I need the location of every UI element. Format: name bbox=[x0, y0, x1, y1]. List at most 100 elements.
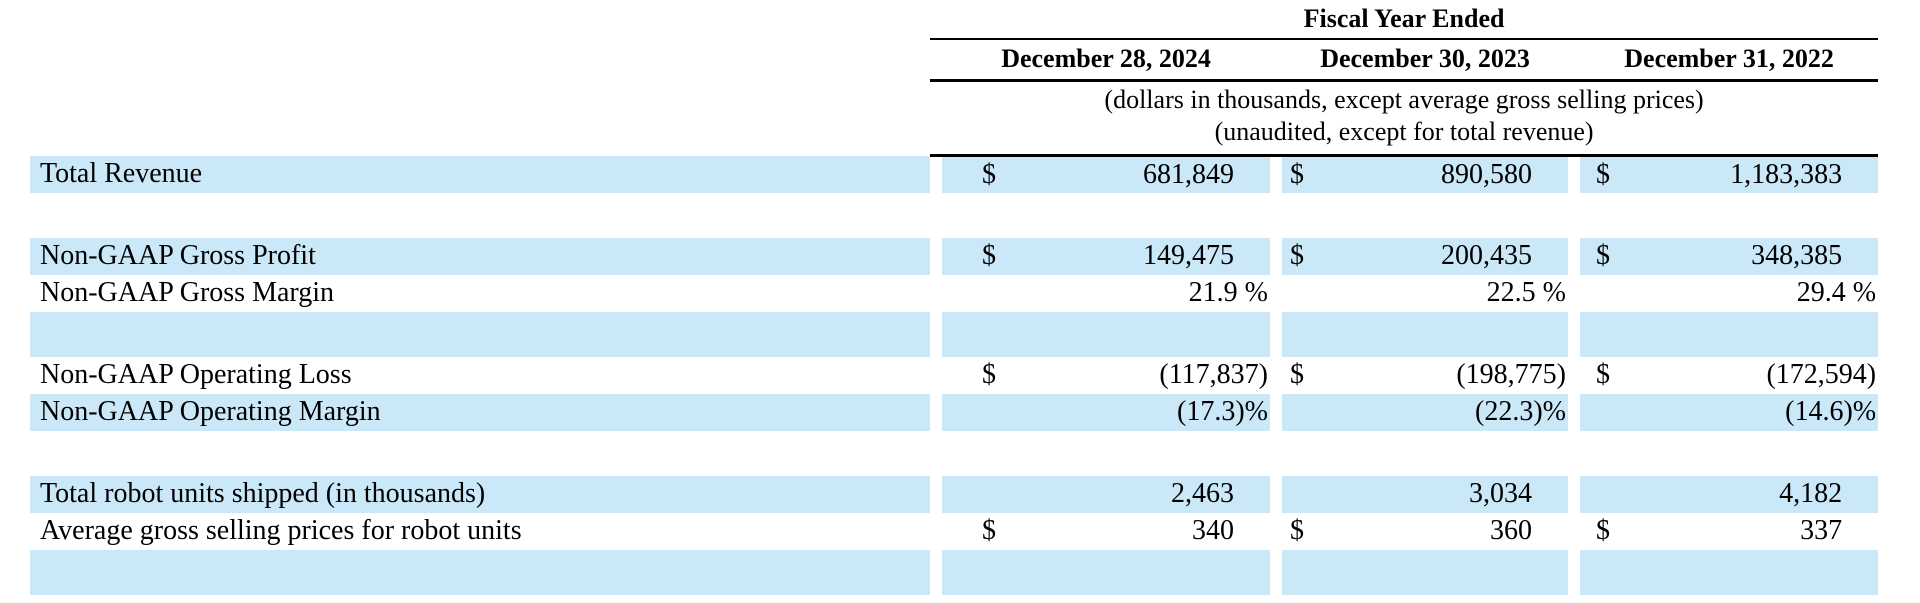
cell-value: 2,463 bbox=[1000, 475, 1270, 513]
column-gap bbox=[930, 193, 942, 238]
row-label: Non-GAAP Operating Loss bbox=[40, 359, 352, 390]
column-gap bbox=[1568, 275, 1580, 312]
cell-value: (22.3)% bbox=[1340, 393, 1568, 431]
column-header-row: December 28, 2024 December 30, 2023 Dece… bbox=[30, 39, 1879, 82]
header-spacer bbox=[30, 81, 930, 115]
dollar-sign: $ bbox=[942, 155, 1000, 193]
dollar-sign bbox=[1282, 193, 1340, 238]
cell-value: 1,183,383 bbox=[1638, 155, 1879, 193]
dollar-sign: $ bbox=[982, 359, 996, 390]
dollar-sign bbox=[942, 393, 1000, 431]
dollar-sign bbox=[942, 193, 1000, 238]
cell-value: 3,034 bbox=[1340, 475, 1568, 513]
header-spacer bbox=[30, 39, 930, 81]
dollar-sign: $ bbox=[1596, 515, 1610, 546]
column-gap bbox=[1568, 357, 1580, 394]
dollar-sign bbox=[1580, 275, 1638, 312]
dollar-sign bbox=[942, 549, 1000, 595]
column-gap bbox=[930, 475, 942, 513]
table-row: Total robot units shipped (in thousands)… bbox=[30, 475, 1879, 513]
spacer-row bbox=[30, 193, 1878, 238]
row-label: Average gross selling prices for robot u… bbox=[40, 515, 522, 546]
column-gap bbox=[930, 275, 942, 312]
cell-value: 340 bbox=[1192, 515, 1234, 546]
dollar-sign bbox=[942, 275, 1000, 312]
table-row: Non-GAAP Operating Loss $ (117,837) $ (198,7… bbox=[30, 357, 1878, 394]
row-label bbox=[30, 193, 930, 238]
cell-value: 29.4 % bbox=[1796, 277, 1877, 308]
cell-value bbox=[1340, 193, 1568, 238]
units-note: (dollars in thousands, except average gr… bbox=[1104, 85, 1704, 114]
dollar-sign bbox=[1282, 431, 1340, 476]
row-label bbox=[30, 549, 930, 595]
column-gap bbox=[1568, 155, 1580, 193]
column-gap bbox=[930, 431, 942, 476]
table-row: Non-GAAP Operating Margin (17.3)% (22.3)% (… bbox=[30, 393, 1879, 431]
cell-value bbox=[1340, 311, 1568, 357]
column-gap bbox=[1270, 311, 1282, 357]
financial-table: Fiscal Year Ended December 28, 2024 Dece… bbox=[30, 4, 1879, 595]
column-gap bbox=[1270, 237, 1282, 275]
row-label: Non-GAAP Gross Profit bbox=[30, 237, 930, 275]
column-gap bbox=[1568, 475, 1580, 513]
dollar-sign bbox=[1282, 475, 1340, 513]
table-title: Fiscal Year Ended bbox=[930, 4, 1879, 40]
dollar-sign bbox=[1282, 549, 1340, 595]
row-label bbox=[30, 311, 930, 357]
cell-value bbox=[1000, 431, 1270, 476]
dollar-sign bbox=[1282, 311, 1340, 357]
note-row: (dollars in thousands, except average gr… bbox=[30, 81, 1878, 115]
column-gap bbox=[930, 155, 942, 193]
cell-value bbox=[1000, 193, 1270, 238]
spacer-row bbox=[30, 431, 1878, 476]
cell-value: 348,385 bbox=[1638, 237, 1879, 275]
cell-value: 890,580 bbox=[1340, 155, 1568, 193]
spacer-row bbox=[30, 311, 1879, 357]
column-gap bbox=[1270, 393, 1282, 431]
spacer-row bbox=[30, 549, 1879, 595]
column-header-fy2024: December 28, 2024 bbox=[942, 39, 1270, 82]
dollar-sign bbox=[942, 475, 1000, 513]
column-header-fy2023: December 30, 2023 bbox=[1282, 39, 1568, 82]
header-gap bbox=[930, 39, 942, 82]
column-gap bbox=[930, 549, 942, 595]
cell-value: (198,775) bbox=[1456, 359, 1566, 390]
column-gap bbox=[1568, 431, 1580, 476]
dollar-sign bbox=[1580, 393, 1638, 431]
column-gap bbox=[930, 237, 942, 275]
header-gap bbox=[1270, 39, 1282, 82]
row-label: Total robot units shipped (in thousands) bbox=[30, 475, 930, 513]
column-gap bbox=[930, 357, 942, 394]
header-spacer bbox=[30, 4, 930, 39]
cell-value: 681,849 bbox=[1000, 155, 1270, 193]
column-gap bbox=[1568, 549, 1580, 595]
column-gap bbox=[1270, 549, 1282, 595]
dollar-sign bbox=[1580, 193, 1638, 238]
dollar-sign bbox=[1580, 549, 1638, 595]
cell-value: 21.9 % bbox=[1188, 277, 1268, 308]
column-gap bbox=[1270, 193, 1282, 238]
table-title-row: Fiscal Year Ended bbox=[30, 4, 1879, 40]
audit-note: (unaudited, except for total revenue) bbox=[930, 114, 1879, 157]
column-gap bbox=[1270, 431, 1282, 476]
dollar-sign bbox=[1282, 275, 1340, 312]
cell-value bbox=[1638, 431, 1878, 476]
dollar-sign: $ bbox=[1580, 155, 1638, 193]
column-gap bbox=[1568, 193, 1580, 238]
header-spacer bbox=[30, 114, 930, 156]
cell-value bbox=[1340, 431, 1568, 476]
dollar-sign bbox=[942, 311, 1000, 357]
cell-value: (172,594) bbox=[1766, 359, 1877, 390]
column-gap bbox=[930, 393, 942, 431]
dollar-sign: $ bbox=[1580, 237, 1638, 275]
dollar-sign: $ bbox=[1282, 237, 1340, 275]
column-gap bbox=[1568, 513, 1580, 550]
dollar-sign: $ bbox=[1290, 515, 1304, 546]
cell-value: 360 bbox=[1490, 515, 1532, 546]
cell-value: 22.5 % bbox=[1486, 277, 1566, 308]
table-row: Non-GAAP Gross Profit $149,475 $200,435 $34… bbox=[30, 237, 1879, 275]
row-label: Total Revenue bbox=[30, 155, 930, 193]
dollar-sign: $ bbox=[1290, 359, 1304, 390]
table-row: Average gross selling prices for robot u… bbox=[30, 513, 1878, 550]
column-gap bbox=[1270, 155, 1282, 193]
